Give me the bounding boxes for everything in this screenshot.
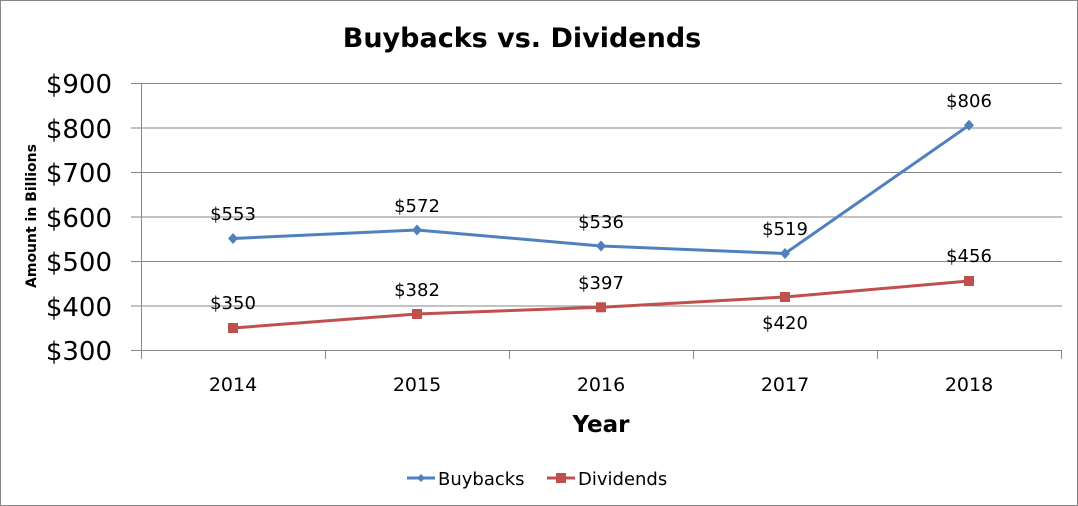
square-marker (596, 302, 606, 313)
data-label: $553 (210, 204, 256, 225)
y-axis-label: Amount in Billions (24, 144, 40, 288)
legend-label: Dividends (578, 469, 667, 490)
x-axis-ticks: 2014 2015 2016 2017 2018 (209, 374, 993, 396)
y-tick: $400 (46, 293, 112, 323)
data-label: $420 (762, 313, 808, 334)
data-label: $350 (210, 293, 256, 314)
data-label: $536 (578, 212, 624, 233)
x-axis-label: Year (571, 412, 630, 438)
diamond-marker (596, 240, 606, 252)
series-dividends: $350 $382 $397 $420 $456 (210, 246, 992, 334)
gridlines (131, 83, 1062, 359)
x-tick: 2018 (945, 374, 993, 396)
square-marker (228, 323, 238, 333)
square-marker (780, 292, 790, 302)
y-tick: $900 (46, 70, 112, 100)
x-tick: 2014 (209, 374, 257, 396)
data-label: $397 (578, 273, 624, 294)
y-tick: $600 (46, 204, 112, 234)
square-marker (412, 309, 422, 319)
square-icon (556, 473, 566, 483)
data-label: $806 (946, 91, 992, 112)
diamond-marker (964, 119, 974, 131)
square-marker (964, 276, 974, 286)
x-tick: 2016 (577, 374, 625, 396)
legend-item-dividends[interactable]: Dividends (547, 469, 667, 490)
legend-item-buybacks[interactable]: Buybacks (407, 469, 525, 490)
data-label: $382 (394, 280, 440, 301)
series-buybacks: $553 $572 $536 $519 $806 (210, 91, 992, 259)
y-tick: $800 (46, 115, 112, 145)
data-label: $519 (762, 219, 808, 240)
x-tick: 2017 (761, 374, 809, 396)
data-label: $456 (946, 246, 992, 267)
chart-title: Buybacks vs. Dividends (343, 23, 702, 54)
legend: Buybacks Dividends (407, 469, 667, 490)
diamond-marker (228, 233, 238, 244)
y-tick: $300 (46, 337, 112, 367)
x-tick: 2015 (393, 374, 441, 396)
legend-label: Buybacks (438, 469, 525, 490)
y-tick: $500 (46, 248, 112, 278)
diamond-icon (417, 474, 425, 482)
diamond-marker (780, 248, 790, 259)
data-label: $572 (394, 196, 440, 217)
diamond-marker (412, 224, 422, 236)
y-tick: $700 (46, 159, 112, 189)
y-axis-ticks: $900 $800 $700 $600 $500 $400 $300 (46, 70, 112, 367)
